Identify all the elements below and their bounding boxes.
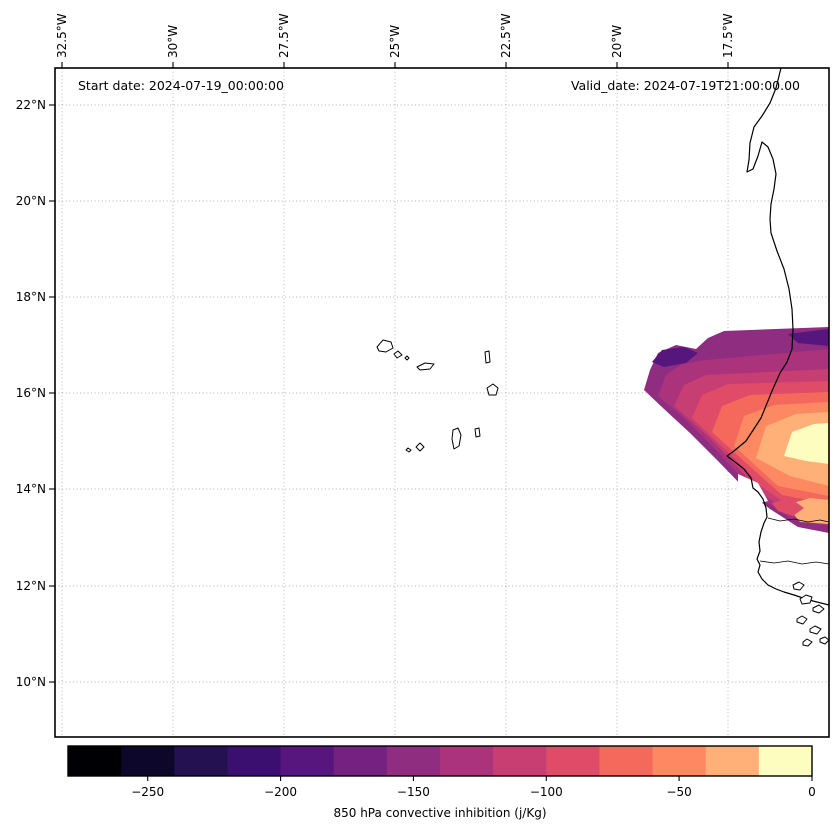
colorbar-tick-label: −100 (530, 785, 563, 799)
colorbar: −250 −200 −150 −100 −50 0 850 hPa convec… (67, 745, 816, 820)
y-tick-label: 20°N (16, 194, 46, 208)
colorbar-tick-label: −50 (666, 785, 691, 799)
x-tick-label: 22.5°W (499, 13, 513, 58)
island-santa-luzia (404, 355, 410, 361)
y-tick-label: 14°N (16, 482, 46, 496)
colorbar-segment (652, 746, 707, 776)
x-tick-label: 32.5°W (55, 13, 69, 58)
cape-verde-islands (376, 339, 499, 453)
island (812, 604, 825, 614)
colorbar-segment (546, 746, 600, 776)
x-axis-ticks: 32.5°W 30°W 27.5°W 25°W 22.5°W 20°W 17.5… (55, 13, 735, 68)
colorbar-segment (121, 746, 175, 776)
colorbar-segment (493, 746, 547, 776)
colorbar-segment (440, 746, 494, 776)
colorbar-segment (599, 746, 654, 776)
y-tick-label: 10°N (16, 675, 46, 689)
island-santo-antao (376, 339, 394, 353)
colorbar-segment (227, 746, 282, 776)
island-fogo (415, 442, 425, 452)
y-tick-label: 12°N (16, 579, 46, 593)
coastline-west-africa (726, 68, 829, 606)
island-sal (484, 350, 491, 364)
colorbar-segments (68, 746, 812, 776)
colorbar-tick-label: −150 (397, 785, 430, 799)
colorbar-tick-label: −250 (131, 785, 164, 799)
island-maio (474, 427, 481, 438)
contour-mask-white (738, 474, 768, 506)
island-boa-vista (486, 383, 499, 396)
island (819, 636, 829, 645)
contour-band-level13 (784, 423, 829, 464)
x-tick-label: 25°W (388, 25, 402, 58)
y-tick-label: 22°N (16, 98, 46, 112)
colorbar-segment (705, 746, 760, 776)
x-tick-label: 27.5°W (277, 13, 291, 58)
y-tick-label: 18°N (16, 290, 46, 304)
casamance-river (759, 560, 829, 565)
x-tick-label: 20°W (610, 25, 624, 58)
colorbar-tick-label: −200 (264, 785, 297, 799)
gambia-river (767, 517, 829, 523)
colorbar-segment (333, 746, 388, 776)
y-axis-ticks: 22°N 20°N 18°N 16°N 14°N 12°N 10°N (16, 98, 55, 689)
colorbar-segment (174, 746, 228, 776)
x-tick-label: 17.5°W (721, 13, 735, 58)
island (799, 594, 813, 605)
island (792, 581, 805, 591)
y-tick-label: 16°N (16, 386, 46, 400)
colorbar-frame (67, 745, 813, 777)
contour-spot-dark-purple (652, 347, 698, 367)
colorbar-segment (68, 746, 122, 776)
plot-frame (54, 67, 830, 738)
island (796, 615, 808, 625)
colorbar-axis-label: 850 hPa convective inhibition (j/Kg) (333, 806, 546, 820)
colorbar-ticks: −250 −200 −150 −100 −50 0 (131, 776, 816, 799)
x-tick-label: 30°W (166, 25, 180, 58)
start-date-label: Start date: 2024-07-19_00:00:00 (78, 78, 284, 93)
contour-region (644, 327, 829, 533)
contour-spot-pink (772, 498, 804, 516)
bijagos-islands (792, 581, 829, 647)
colorbar-segment (280, 746, 335, 776)
contour-spot-dark-purple (788, 329, 829, 346)
island-brava (405, 447, 412, 453)
island-sao-nicolau (416, 362, 435, 371)
island (802, 638, 813, 647)
island-sao-vicente (393, 350, 403, 359)
colorbar-segment (386, 746, 441, 776)
island-santiago (451, 427, 462, 450)
island (809, 625, 822, 635)
colorbar-tick-label: 0 (808, 785, 816, 799)
colorbar-segment (758, 746, 812, 776)
valid-date-label: Valid_date: 2024-07-19T21:00:00.00 (571, 78, 800, 93)
